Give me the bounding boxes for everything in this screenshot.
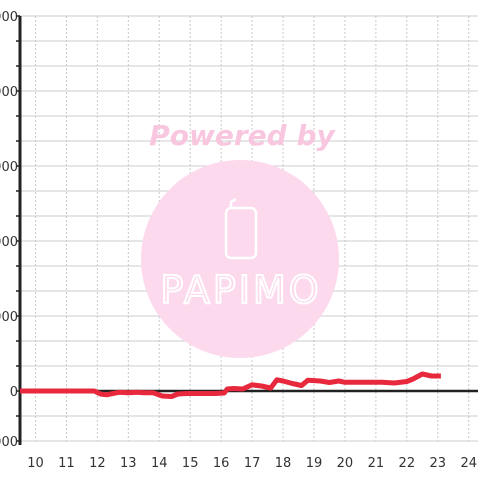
x-tick-label: 15 xyxy=(182,456,199,471)
x-tick-label: 20 xyxy=(337,456,354,471)
y-tick-label: 60,000 xyxy=(0,235,18,250)
x-tick-label: 13 xyxy=(120,456,137,471)
series xyxy=(20,371,441,399)
watermark: Powered by PAPIMO xyxy=(141,119,339,358)
watermark-logo: PAPIMO xyxy=(160,268,321,312)
x-tick-label: 24 xyxy=(460,456,477,471)
x-axis-ticks: 10 11 12 13 14 15 16 17 18 19 20 21 22 23 24 xyxy=(27,456,477,471)
x-tick-label: 22 xyxy=(399,456,416,471)
y-tick-label: -20,000 xyxy=(0,435,18,450)
x-tick-label: 21 xyxy=(368,456,385,471)
x-tick-label: 17 xyxy=(244,456,261,471)
x-tick-label: 10 xyxy=(27,456,44,471)
x-tick-label: 19 xyxy=(306,456,323,471)
x-tick-label: 18 xyxy=(275,456,292,471)
y-tick-label: 150,000 xyxy=(0,10,18,25)
y-axis-ticks: -20,000 0 30,000 60,000 90,000 120,000 150,000 xyxy=(0,10,18,450)
series-line xyxy=(20,371,441,399)
y-tick-label: 120,000 xyxy=(0,85,18,100)
x-tick-label: 16 xyxy=(213,456,230,471)
watermark-caption: Powered by xyxy=(149,119,336,152)
x-tick-label: 11 xyxy=(58,456,75,471)
grid xyxy=(20,15,478,442)
y-tick-label: 0 xyxy=(10,385,18,400)
x-tick-label: 23 xyxy=(429,456,446,471)
x-tick-label: 14 xyxy=(151,456,168,471)
phone-icon xyxy=(224,197,258,260)
y-tick-label: 90,000 xyxy=(0,160,18,175)
y-tick-label: 30,000 xyxy=(0,310,18,325)
x-tick-label: 12 xyxy=(89,456,106,471)
